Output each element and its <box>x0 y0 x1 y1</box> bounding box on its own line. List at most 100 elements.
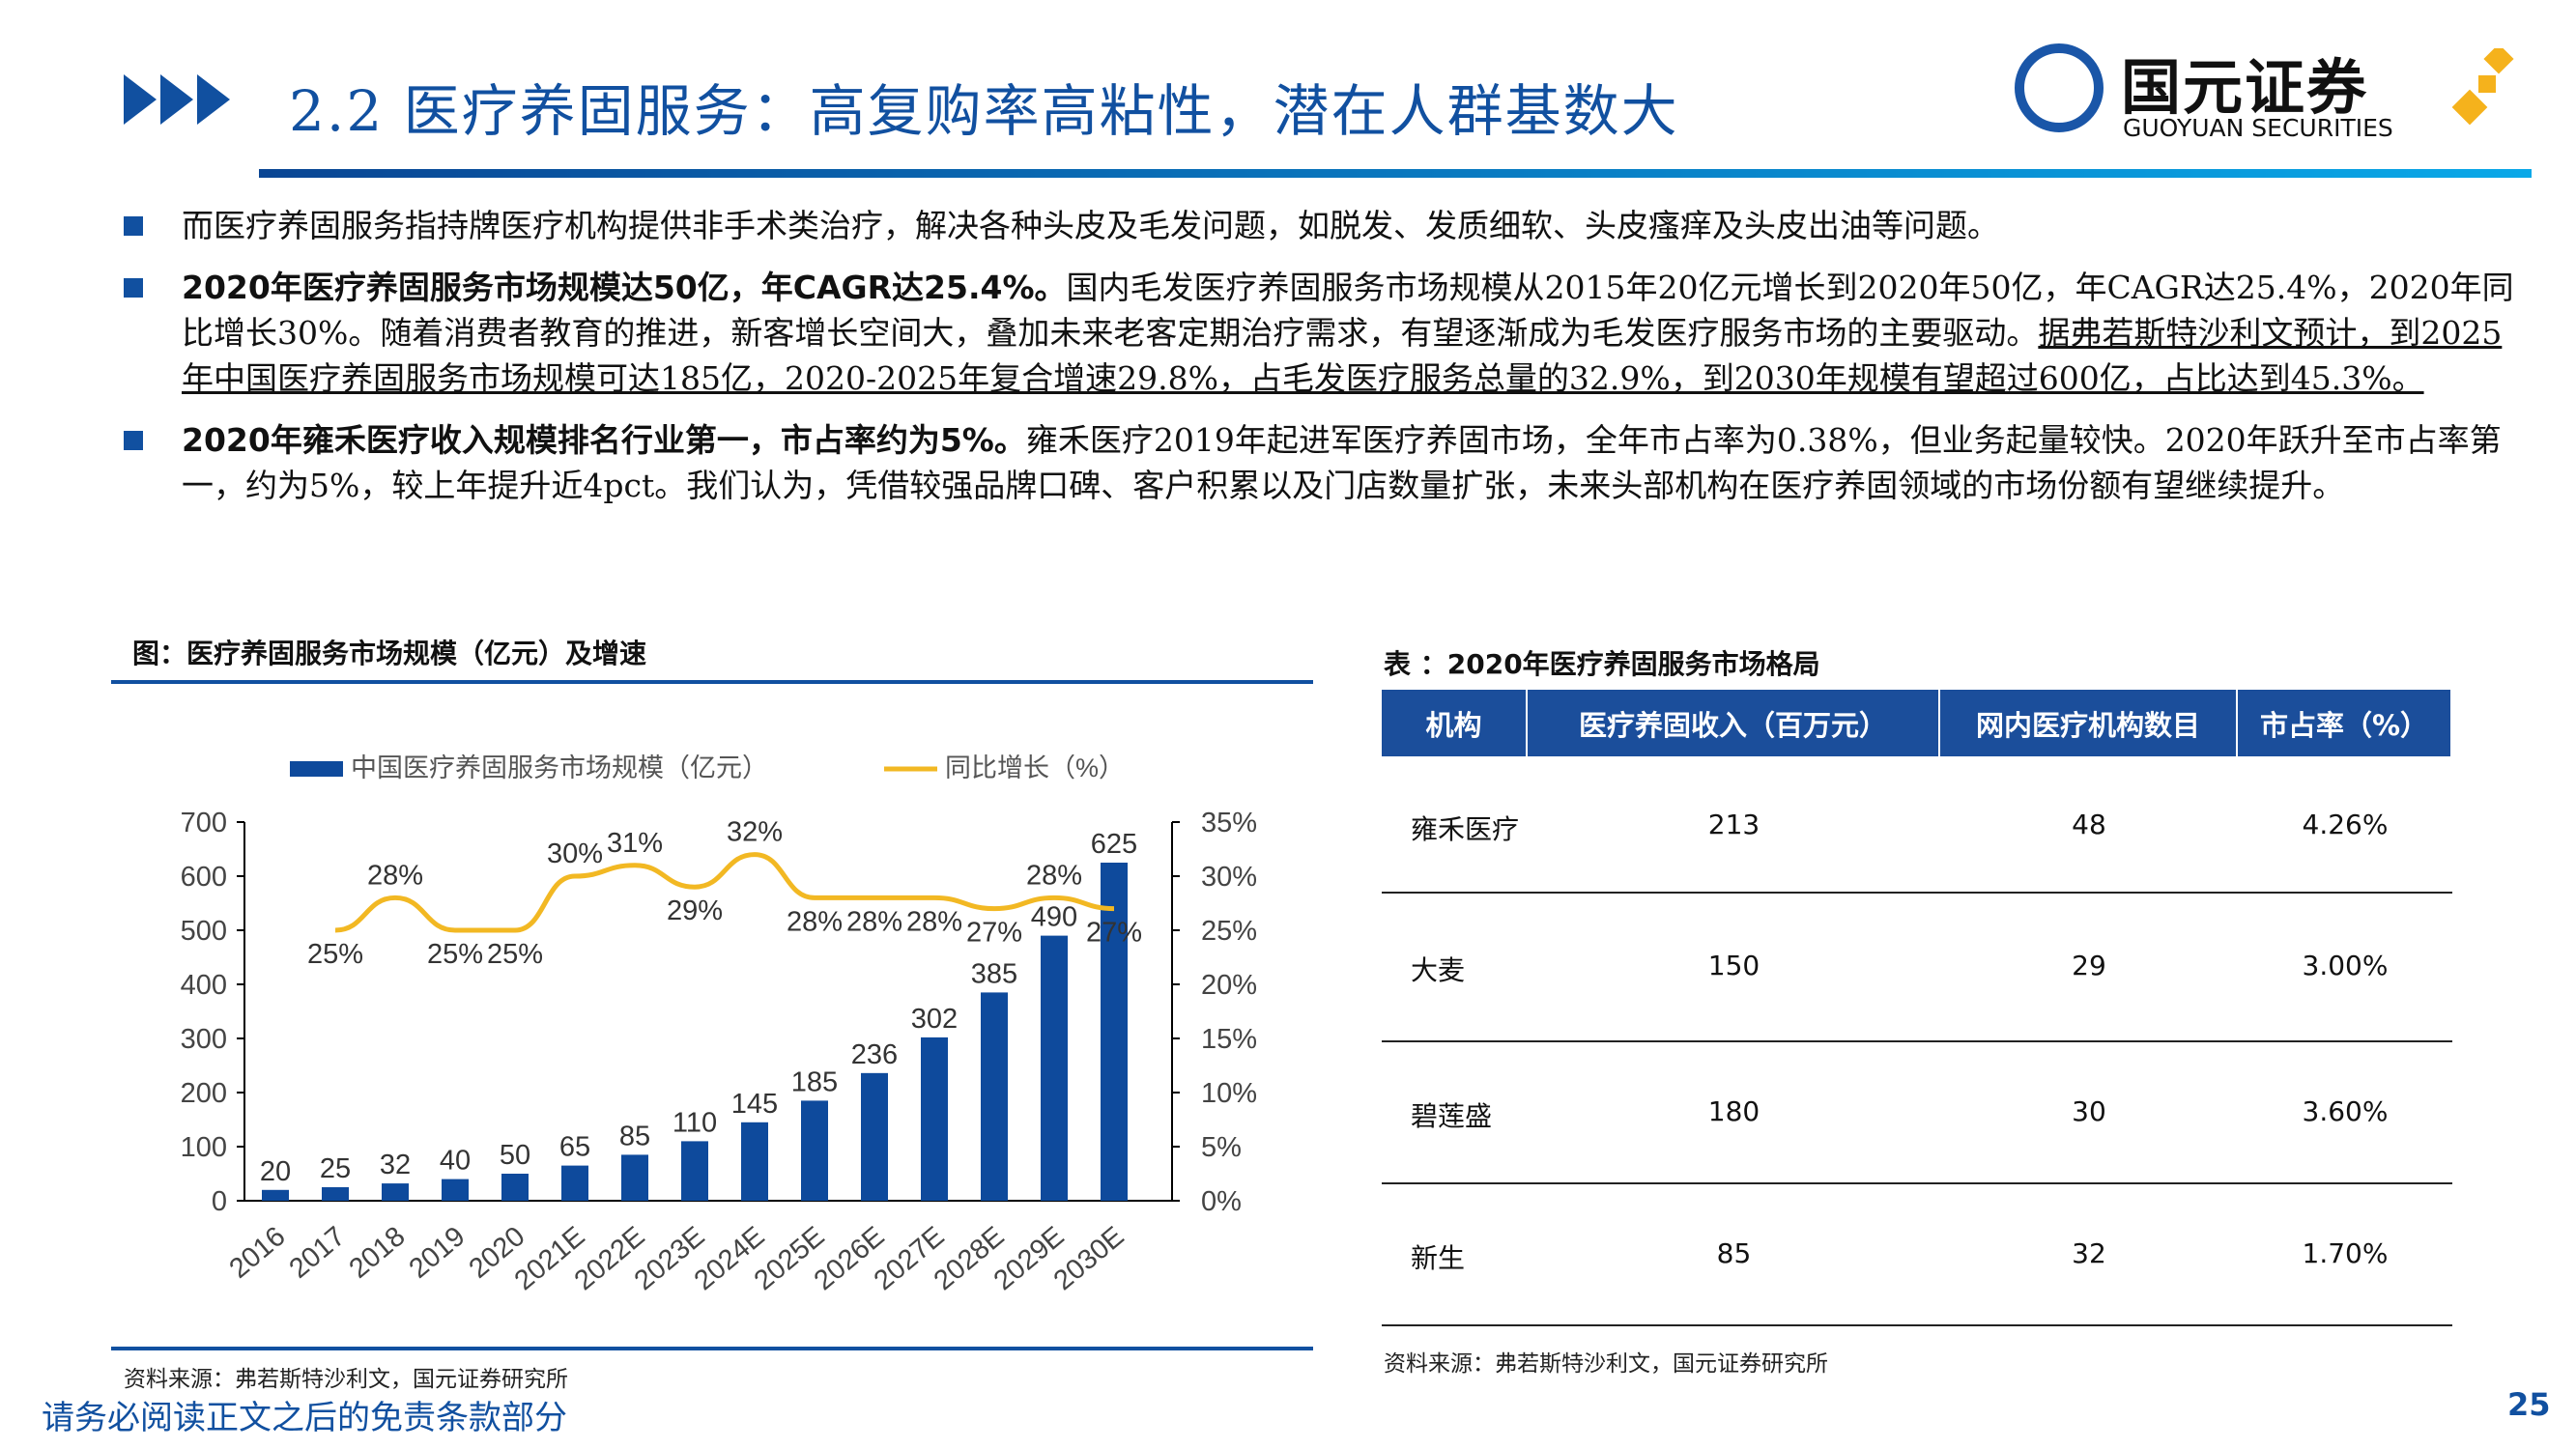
figure-bottom-rule <box>111 1347 1313 1350</box>
bar <box>262 1189 289 1201</box>
bar-value-label: 50 <box>500 1140 530 1171</box>
logo-accent-icon <box>2451 48 2514 126</box>
y-right-tick-label: 0% <box>1201 1186 1242 1217</box>
bar <box>801 1100 828 1201</box>
table-cell: 48 <box>2072 809 2106 840</box>
table-cell: 碧莲盛 <box>1411 1100 1493 1132</box>
table-cell: 150 <box>1707 950 1760 981</box>
bar-value-label: 236 <box>851 1039 898 1070</box>
bullet-text: 雍禾医疗2019年起进军医疗养固市场，全年市占率为0.38%，但业务起量较快。2… <box>182 421 2502 504</box>
table-row-divider <box>1382 1182 2452 1184</box>
growth-value-label: 27% <box>1086 918 1142 949</box>
y-left-tick-label: 500 <box>181 916 227 947</box>
table-header-cell: 网内医疗机构数目 <box>1940 690 2238 756</box>
table-cell: 大麦 <box>1411 954 1466 986</box>
bullet-item: 2020年雍禾医疗收入规模排名行业第一，市占率约为5%。雍禾医疗2019年起进军… <box>124 417 2520 508</box>
figure-source: 资料来源：弗若斯特沙利文，国元证券研究所 <box>124 1367 568 1392</box>
bar <box>501 1174 529 1201</box>
y-left-tick-label: 700 <box>181 808 227 838</box>
logo-mark-icon <box>2015 43 2104 132</box>
bar <box>442 1179 469 1201</box>
growth-value-label: 31% <box>607 828 663 859</box>
y-right-tick-label: 15% <box>1201 1024 1257 1055</box>
growth-value-label: 30% <box>547 838 603 869</box>
bar <box>561 1165 588 1201</box>
market-size-chart: 中国医疗养固服务市场规模（亿元） 同比增长（%） 0 100 200 300 400 500 6… <box>181 753 1257 1296</box>
y-right-tick-label: 10% <box>1201 1078 1257 1109</box>
table-cell: 213 <box>1707 809 1760 840</box>
bullet-list: 而医疗养固服务指持牌医疗机构提供非手术类治疗，解决各种头皮及毛发问题，如脱发、发… <box>124 203 2520 508</box>
bullet-lead: 2020年医疗养固服务市场规模达50亿，年CAGR达25.4%。 <box>182 269 1067 306</box>
bar-value-label: 145 <box>731 1089 778 1120</box>
bar-value-label: 490 <box>1031 902 1077 933</box>
bar-value-label: 25 <box>320 1153 351 1184</box>
table-cell: 雍禾医疗 <box>1411 813 1520 845</box>
bar-value-label: 65 <box>559 1132 590 1163</box>
table-cell: 3.60% <box>2302 1095 2389 1127</box>
bar <box>1101 863 1128 1201</box>
y-right-tick-label: 30% <box>1201 862 1257 893</box>
growth-value-label: 29% <box>667 895 723 926</box>
table-row-divider <box>1382 892 2452 894</box>
table-row-divider <box>1382 1040 2452 1042</box>
y-right-tick-label: 5% <box>1201 1132 1242 1163</box>
figure-caption: 图：医疗养固服务市场规模（亿元）及增速 <box>132 638 647 669</box>
bullet-paragraph-1: 而医疗养固服务指持牌医疗机构提供非手术类治疗，解决各种头皮及毛发问题，如脱发、发… <box>182 203 2520 248</box>
bar-value-label: 20 <box>260 1156 291 1187</box>
bar-value-label: 85 <box>619 1121 650 1151</box>
bullet-text: 而医疗养固服务指持牌医疗机构提供非手术类治疗，解决各种头皮及毛发问题，如脱发、发… <box>182 207 1999 244</box>
y-right-tick-label: 35% <box>1201 808 1257 838</box>
bar-value-label: 110 <box>673 1107 717 1138</box>
x-tick-label: 2019 <box>404 1221 472 1285</box>
y-left-tick-label: 400 <box>181 970 227 1001</box>
table-cell: 3.00% <box>2302 950 2389 981</box>
table-header-cell: 市占率（%） <box>2238 690 2452 756</box>
table-cell: 1.70% <box>2302 1237 2389 1269</box>
y-left-tick-label: 300 <box>181 1024 227 1055</box>
table-row-divider <box>1382 1324 2452 1326</box>
guoyuan-logo: 国元证券 GUOYUAN SECURITIES <box>2015 39 2536 145</box>
bullet-icon <box>124 431 143 450</box>
disclaimer-note: 请务必阅读正文之后的免责条款部分 <box>42 1399 567 1437</box>
bullet-paragraph-3: 2020年雍禾医疗收入规模排名行业第一，市占率约为5%。雍禾医疗2019年起进军… <box>182 417 2520 508</box>
growth-value-label: 28% <box>787 906 843 937</box>
bar <box>741 1122 768 1201</box>
logo-text-en: GUOYUAN SECURITIES <box>2123 114 2393 142</box>
page-number: 25 <box>2507 1386 2551 1423</box>
table-cell: 4.26% <box>2302 809 2389 840</box>
table-cell: 30 <box>2072 1095 2106 1127</box>
bar-value-label: 302 <box>911 1004 958 1035</box>
bar <box>861 1072 888 1201</box>
bullet-item: 2020年医疗养固服务市场规模达50亿，年CAGR达25.4%。国内毛发医疗养固… <box>124 265 2520 401</box>
growth-value-label: 28% <box>367 860 423 891</box>
y-left-tick-label: 100 <box>181 1132 227 1163</box>
table-cell: 85 <box>1716 1237 1752 1269</box>
growth-value-label: 28% <box>906 906 962 937</box>
bar-value-label: 625 <box>1091 829 1137 860</box>
bullet-icon <box>124 278 143 298</box>
bar <box>681 1141 708 1201</box>
table-header-cell: 机构 <box>1382 690 1528 756</box>
bar <box>921 1037 948 1201</box>
table-caption: 表 ：2020年医疗养固服务市场格局 <box>1384 648 1820 680</box>
figure-top-rule <box>111 680 1313 684</box>
bar <box>621 1154 648 1201</box>
bullet-text: 国内毛发医疗养固服务市场规模从2015年20亿元增长到2020年50亿，年CAG… <box>182 269 2514 352</box>
y-left-tick-label: 600 <box>181 862 227 893</box>
bullet-icon <box>124 216 143 236</box>
bullet-underlined-text: 据弗若斯特沙利文预计，到2025年中国医疗养固服务市场规模可达185亿，2020… <box>182 314 2503 397</box>
chevron-icon <box>124 74 230 125</box>
bar-value-label: 185 <box>791 1066 838 1097</box>
y-left-tick-label: 0 <box>212 1186 227 1217</box>
y-right-tick-label: 20% <box>1201 970 1257 1001</box>
bar-value-label: 385 <box>971 958 1017 989</box>
legend-bar-label: 中国医疗养固服务市场规模（亿元） <box>351 753 768 782</box>
x-tick-label: 2016 <box>224 1221 292 1285</box>
bar <box>322 1187 349 1201</box>
growth-value-label: 25% <box>487 939 543 970</box>
growth-value-label: 28% <box>1026 860 1082 891</box>
x-tick-label: 2017 <box>284 1221 352 1285</box>
table-header-cell: 医疗养固收入（百万元） <box>1528 690 1940 756</box>
growth-value-label: 27% <box>966 918 1022 949</box>
